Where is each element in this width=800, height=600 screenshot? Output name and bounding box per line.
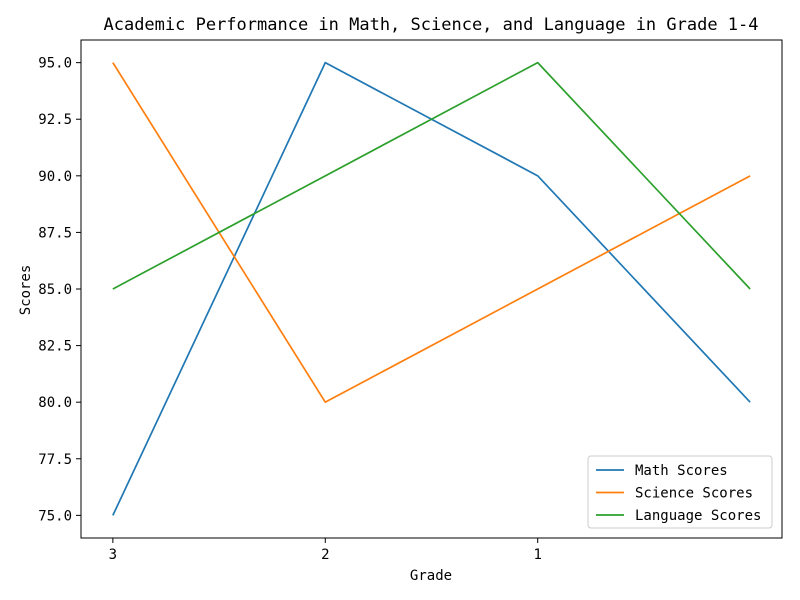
y-tick-label: 92.5 — [38, 112, 72, 128]
y-tick-label: 87.5 — [38, 225, 72, 241]
legend-label: Science Scores — [635, 486, 753, 502]
series-line-3 — [112, 61, 751, 290]
legend-box — [587, 455, 773, 529]
y-tick-label: 85.0 — [38, 282, 72, 298]
series-line-2 — [112, 62, 751, 404]
y-tick-label: 82.5 — [38, 339, 72, 355]
y-tick-label: 75.0 — [38, 508, 72, 524]
y-tick-label: 95.0 — [38, 56, 72, 72]
x-tick-label: 2 — [321, 547, 329, 563]
legend-label: Math Scores — [635, 463, 728, 479]
y-tick-label: 90.0 — [38, 169, 72, 185]
x-tick-label: 3 — [109, 547, 117, 563]
y-tick-label: 77.5 — [38, 452, 72, 468]
x-tick-label: 1 — [533, 547, 541, 563]
legend: Math Scores Science Scores Language Scores — [587, 455, 773, 529]
series-line-1 — [112, 61, 751, 516]
x-axis-label: Grade — [410, 568, 452, 584]
chart-title: Academic Performance in Math, Science, a… — [103, 15, 758, 35]
plot-area: 3 2 1 75.0 77.5 80.0 82.5 85.0 87.5 90.0 92.5 95.0 — [38, 39, 783, 563]
y-tick-label: 80.0 — [38, 395, 72, 411]
legend-label: Language Scores — [635, 508, 761, 524]
y-axis-label: Scores — [18, 265, 34, 316]
series-lines — [112, 61, 751, 516]
